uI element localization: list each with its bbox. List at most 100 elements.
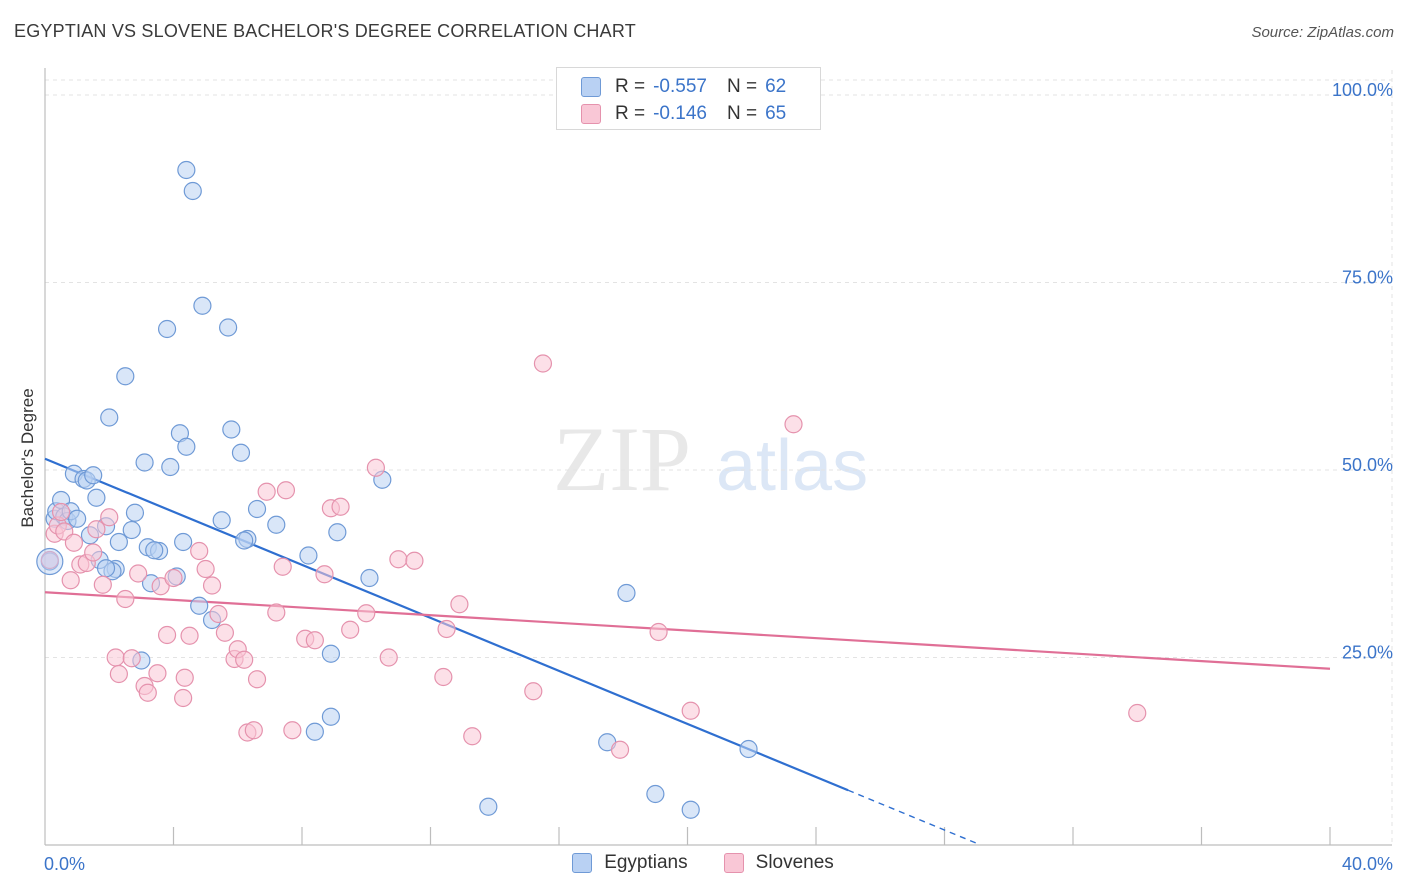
egyptian-point xyxy=(299,546,318,565)
chart-title: EGYPTIAN VS SLOVENE BACHELOR'S DEGREE CO… xyxy=(14,21,636,41)
legend-n-label: N = xyxy=(726,103,758,124)
egyptian-point xyxy=(617,583,636,603)
slovene-point xyxy=(463,727,482,746)
egyptian-point xyxy=(125,503,145,522)
slovene-point xyxy=(434,667,453,687)
x-tick-label: 0.0% xyxy=(44,854,85,874)
slovene-point xyxy=(87,520,106,539)
egyptian-point xyxy=(321,644,341,663)
series-name: Egyptians xyxy=(604,852,688,873)
slovene-point xyxy=(116,589,135,609)
egyptian-point xyxy=(161,457,180,477)
slovene-point xyxy=(61,571,80,590)
legend-r-label: R = xyxy=(615,103,646,124)
egyptian-point xyxy=(681,800,700,819)
series-name: Slovenes xyxy=(755,852,834,873)
slovene-point xyxy=(341,620,360,639)
slovene-point xyxy=(40,550,59,570)
slovene-point xyxy=(157,625,177,645)
x-tick-labels: 0.0% 40.0% xyxy=(44,854,1393,874)
legend-row-slovenes: R = -0.146 N = 65 xyxy=(581,101,786,127)
slovene-point xyxy=(93,575,112,594)
egyptian-point xyxy=(219,318,238,337)
egyptian-point xyxy=(68,509,87,528)
series-legend-slovenes[interactable]: Slovenes xyxy=(723,852,834,874)
egyptian-point-large xyxy=(36,547,64,576)
slovene-point xyxy=(64,533,84,552)
legend-r-value: -0.557 xyxy=(653,76,707,97)
egyptian-point xyxy=(193,296,212,315)
slovene-point xyxy=(122,649,141,668)
y-tick-label: 25.0% xyxy=(1342,643,1393,663)
slovene-point xyxy=(1128,703,1147,723)
slovene-point xyxy=(51,502,71,522)
egyptian-point xyxy=(305,722,324,741)
egyptian-point xyxy=(135,453,154,472)
egyptian-trend-extension xyxy=(847,789,977,844)
watermark-atlas: atlas xyxy=(716,426,868,506)
egyptian-point xyxy=(247,499,267,519)
slovene-point xyxy=(100,508,119,527)
legend-n-label: N = xyxy=(726,76,758,97)
slovene-point xyxy=(524,682,543,701)
egyptian-point xyxy=(212,511,231,530)
y-tick-label: 75.0% xyxy=(1342,268,1393,288)
slovene-point xyxy=(209,604,228,624)
egyptian-point xyxy=(84,466,103,485)
slovene-point xyxy=(164,568,183,588)
slovene-point xyxy=(267,603,286,622)
series-legend: Egyptians Slovenes xyxy=(0,852,1406,874)
egyptian-point xyxy=(177,437,196,456)
slovene-point xyxy=(357,604,376,623)
slovene-point xyxy=(247,670,267,689)
series-legend-egyptians[interactable]: Egyptians xyxy=(572,852,688,874)
egyptian-point xyxy=(739,739,758,759)
slovene-point xyxy=(180,626,199,645)
y-tick-label: 100.0% xyxy=(1332,80,1393,100)
legend-swatch-pink xyxy=(581,104,601,124)
series-swatch-pink xyxy=(723,853,744,873)
egyptian-point xyxy=(190,596,209,615)
slovene-point xyxy=(148,664,167,683)
slovene-trend-line xyxy=(44,591,1331,670)
egyptian-point xyxy=(321,707,341,726)
slovene-point xyxy=(244,721,263,740)
egyptian-point xyxy=(109,532,128,552)
legend-n-value: 65 xyxy=(765,103,787,124)
correlation-legend: R = -0.557 N = 62 R = -0.146 N = 65 xyxy=(556,67,821,130)
source-note: Source: ZipAtlas.com xyxy=(1251,24,1394,41)
slovene-point xyxy=(315,565,334,584)
slovene-point xyxy=(84,543,103,562)
slovene-point xyxy=(151,577,170,596)
legend-r-label: R = xyxy=(615,76,646,97)
legend-swatch-blue xyxy=(581,77,601,97)
egyptian-point xyxy=(100,408,119,427)
y-tick-label: 50.0% xyxy=(1342,455,1393,475)
egyptian-point xyxy=(231,443,251,462)
legend-n-value: 62 xyxy=(765,76,787,97)
egyptian-point xyxy=(116,367,135,386)
slovene-point xyxy=(257,482,276,501)
slovene-point xyxy=(437,619,456,639)
egyptian-point xyxy=(183,181,202,201)
slovene-point xyxy=(649,622,668,642)
slovene-point xyxy=(405,551,424,570)
slovene-point xyxy=(175,668,194,687)
egyptian-point xyxy=(157,319,177,339)
slovene-point xyxy=(174,688,193,708)
slovene-point xyxy=(235,650,254,669)
legend-row-egyptians: R = -0.557 N = 62 xyxy=(581,74,786,100)
slovene-point xyxy=(610,740,630,759)
slovene-point xyxy=(129,564,148,583)
watermark: ZIP atlas xyxy=(553,408,868,510)
egyptian-point xyxy=(122,520,141,540)
slovene-point xyxy=(366,458,385,477)
y-tick-labels: 25.0% 50.0% 75.0% 100.0% xyxy=(1332,80,1393,663)
egyptian-point xyxy=(87,488,106,507)
slovene-point xyxy=(276,481,296,500)
egyptian-point xyxy=(174,532,193,552)
slovene-point xyxy=(379,648,398,667)
slovene-point xyxy=(190,541,209,561)
egyptian-point xyxy=(177,160,196,180)
